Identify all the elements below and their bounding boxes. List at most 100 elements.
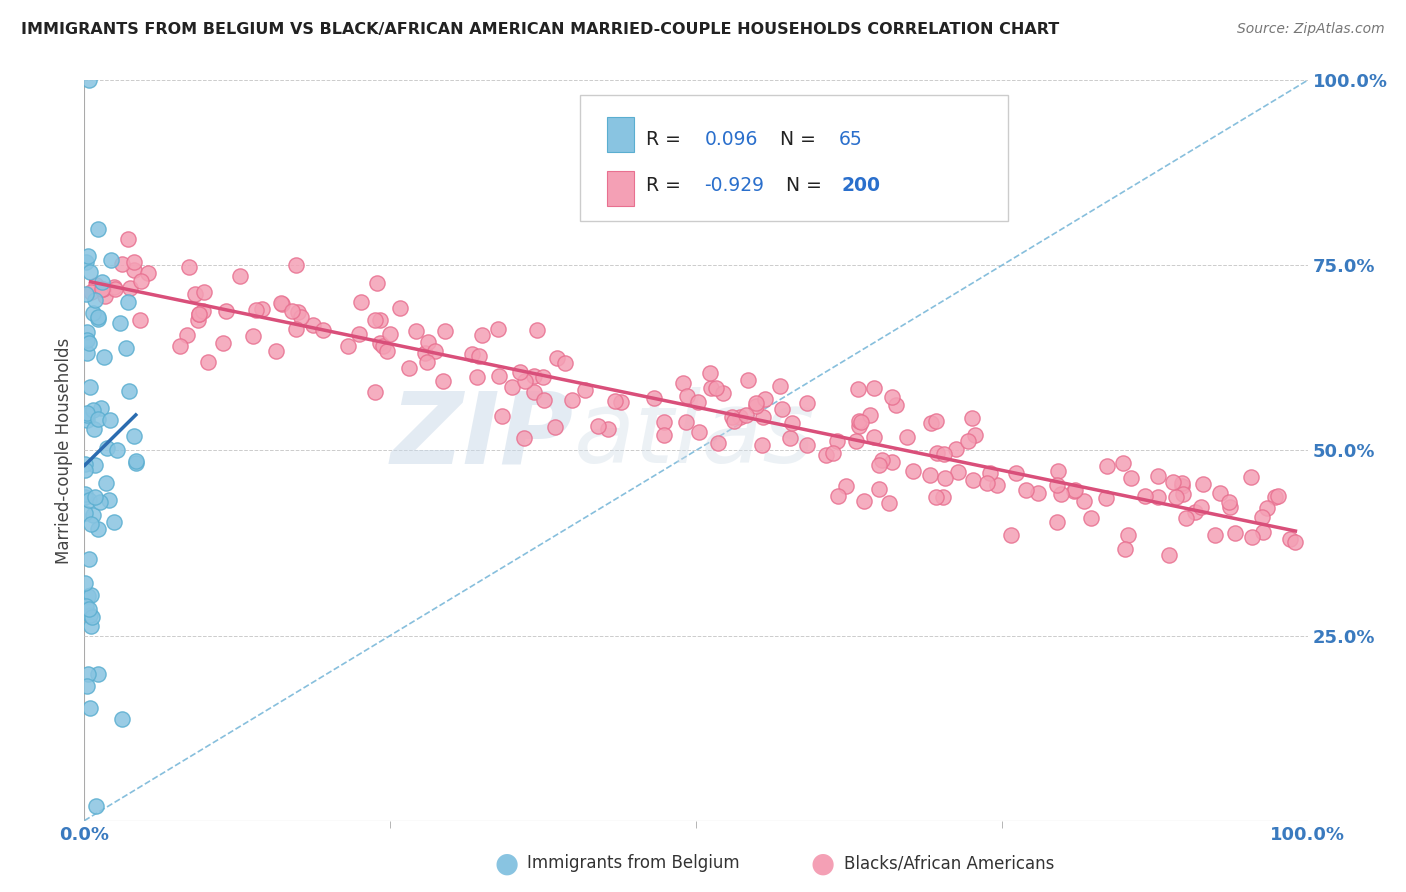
Point (84, 293, 107, 307)
Point (752, 409, 775, 424)
Point (84, 490, 107, 504)
Point (491, 409, 513, 423)
Point (80, 516, 103, 531)
Point (920, 417, 942, 431)
Point (77, 552, 100, 566)
Point (880, 390, 903, 404)
Point (1240, 470, 1263, 484)
Point (287, 305, 309, 319)
Point (796, 438, 818, 452)
Point (250, 301, 273, 316)
Point (87, 666, 110, 681)
Point (643, 391, 665, 405)
Point (212, 336, 235, 351)
Point (1164, 490, 1187, 504)
Point (87, 522, 110, 536)
Point (89, 495, 111, 509)
Point (859, 408, 882, 422)
Point (118, 281, 141, 295)
Point (845, 434, 868, 448)
Point (768, 379, 790, 393)
Point (197, 355, 219, 369)
Point (672, 376, 695, 391)
Point (285, 321, 308, 335)
Point (979, 467, 1001, 481)
Point (73, 457, 96, 471)
Point (880, 455, 903, 469)
Point (117, 294, 139, 309)
Point (96, 475, 118, 490)
Point (76, 249, 98, 263)
Point (675, 389, 697, 403)
Point (193, 303, 215, 318)
Point (686, 395, 709, 409)
Point (1241, 530, 1264, 544)
Point (1223, 526, 1246, 541)
Point (501, 380, 523, 394)
Point (652, 427, 675, 442)
Point (509, 365, 531, 379)
Point (97, 493, 120, 508)
Point (91, 275, 114, 289)
Point (1170, 476, 1192, 491)
Point (416, 355, 439, 369)
Point (862, 430, 884, 444)
Point (87, 312, 110, 326)
Point (125, 456, 148, 470)
Point (918, 467, 941, 482)
Point (1046, 464, 1069, 478)
Point (868, 483, 890, 497)
Point (82, 306, 104, 320)
Point (1146, 468, 1168, 483)
Point (1209, 486, 1232, 500)
Point (103, 280, 125, 294)
Point (707, 435, 730, 450)
Point (433, 324, 456, 338)
Point (471, 328, 494, 343)
Point (371, 339, 394, 353)
Point (1116, 527, 1139, 541)
Point (136, 266, 159, 280)
Point (815, 448, 838, 462)
FancyBboxPatch shape (606, 117, 634, 153)
Text: IMMIGRANTS FROM BELGIUM VS BLACK/AFRICAN AMERICAN MARRIED-COUPLE HOUSEHOLDS CORR: IMMIGRANTS FROM BELGIUM VS BLACK/AFRICAN… (21, 22, 1059, 37)
Point (75, 490, 97, 504)
Point (744, 399, 766, 413)
Point (779, 431, 801, 445)
Point (337, 339, 360, 353)
Point (486, 321, 509, 335)
Point (215, 304, 238, 318)
Point (1095, 491, 1118, 505)
Point (1119, 471, 1142, 485)
Point (416, 334, 439, 349)
Point (87, 221, 110, 235)
Point (1279, 532, 1302, 546)
Point (188, 307, 211, 321)
Point (1050, 487, 1073, 501)
Point (1251, 524, 1274, 539)
Point (848, 418, 870, 433)
Point (184, 287, 207, 301)
Point (91, 282, 114, 296)
Point (851, 415, 873, 429)
Point (723, 414, 745, 428)
Text: atlas: atlas (574, 387, 815, 484)
Point (574, 383, 596, 397)
FancyBboxPatch shape (579, 95, 1008, 221)
Point (1284, 534, 1306, 549)
Point (700, 381, 723, 395)
Point (290, 310, 312, 324)
Point (934, 470, 956, 484)
Point (75, 576, 97, 591)
Point (84, 798, 107, 813)
Point (370, 335, 392, 350)
Point (380, 326, 402, 341)
Point (868, 458, 890, 472)
Text: N =: N = (780, 129, 823, 149)
Point (945, 442, 967, 457)
Point (754, 392, 776, 406)
Point (80, 610, 103, 624)
Point (1251, 510, 1274, 524)
Point (388, 301, 411, 315)
Point (245, 303, 267, 318)
